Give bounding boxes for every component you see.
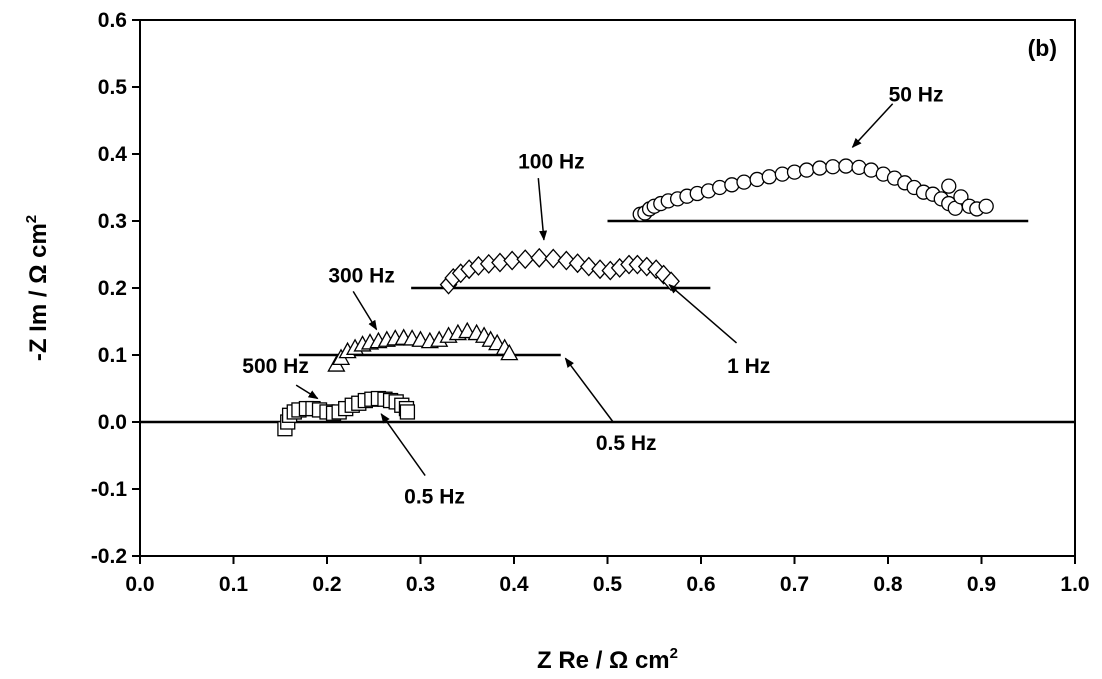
y-axis-label-superscript: 2: [23, 215, 40, 223]
x-tick-label: 0.9: [967, 573, 996, 596]
frequency-annotation: 500 Hz: [242, 355, 319, 400]
frequency-annotation: 0.5 Hz: [564, 357, 657, 455]
x-tick-label: 0.0: [125, 573, 154, 596]
frequency-annotation: 1 Hz: [668, 283, 770, 378]
y-axis-ticks: -0.2 -0.1 0.0 0.1 0.2 0.3 0.4 0.5 0.6: [91, 9, 140, 568]
circle-series: [632, 158, 994, 222]
diamond-marker: [530, 247, 549, 268]
x-axis-label-superscript: 2: [670, 645, 678, 662]
square-marker: [399, 404, 416, 420]
frequency-annotation: 300 Hz: [328, 265, 395, 331]
circle-marker: [838, 158, 854, 174]
diamond-series: [439, 247, 680, 295]
x-tick-label: 0.6: [686, 573, 715, 596]
circle-marker: [812, 160, 828, 176]
circle-marker: [953, 189, 969, 205]
x-axis-label-main: Z Re / Ω cm: [537, 647, 670, 674]
y-tick-label: 0.0: [98, 411, 127, 434]
y-axis-label-main: -Z Im / Ω cm: [25, 223, 52, 361]
x-tick-label: 0.5: [593, 573, 623, 596]
x-tick-label: 0.1: [219, 573, 249, 596]
diamond-marker: [516, 249, 535, 270]
circle-marker: [978, 198, 994, 214]
circle-marker: [941, 178, 957, 194]
triangle-series: [327, 321, 519, 372]
annotation-arrow: [295, 384, 319, 400]
annotation-label: 300 Hz: [328, 265, 395, 288]
y-tick-label: -0.2: [91, 545, 127, 568]
annotation-arrow: [352, 290, 378, 331]
annotation-label: 500 Hz: [242, 355, 309, 378]
baselines: [140, 219, 1075, 424]
annotation-label: 100 Hz: [518, 151, 585, 174]
annotations: 500 Hz 300 Hz 100 Hz 50 Hz 1 Hz 0.5 Hz 0.5 Hz: [242, 84, 943, 509]
x-tick-label: 0.2: [312, 573, 341, 596]
annotation-arrow: [537, 178, 548, 241]
annotation-label: 50 Hz: [889, 84, 944, 107]
frequency-annotation: 0.5 Hz: [380, 413, 465, 509]
annotation-arrow: [668, 283, 738, 344]
x-tick-label: 1.0: [1060, 573, 1089, 596]
annotation-arrow: [851, 103, 894, 149]
circle-marker: [736, 174, 752, 190]
x-tick-label: 0.7: [780, 573, 809, 596]
circle-marker: [825, 159, 841, 175]
circle-marker: [761, 169, 777, 185]
y-tick-label: 0.4: [98, 143, 128, 166]
x-tick-label: 0.4: [499, 573, 529, 596]
y-tick-label: 0.2: [98, 277, 127, 300]
data-series: [277, 158, 994, 437]
annotation-arrow: [380, 413, 426, 477]
annotation-label: 1 Hz: [727, 355, 770, 378]
x-tick-label: 0.3: [406, 573, 435, 596]
panel-label: (b): [1028, 35, 1057, 61]
y-tick-label: 0.1: [98, 344, 128, 367]
annotation-arrow: [564, 357, 614, 423]
frequency-annotation: 50 Hz: [851, 84, 944, 149]
frequency-annotation: 100 Hz: [518, 151, 585, 241]
annotation-label: 0.5 Hz: [596, 432, 657, 455]
y-tick-label: -0.1: [91, 478, 128, 501]
diamond-marker: [503, 250, 521, 271]
y-tick-label: 0.6: [98, 9, 127, 32]
x-axis-label: Z Re / Ω cm2: [537, 645, 678, 674]
circle-marker: [799, 162, 815, 178]
y-tick-label: 0.3: [98, 210, 127, 233]
y-axis-label: -Z Im / Ω cm2: [23, 215, 52, 361]
square-series: [277, 390, 416, 437]
annotation-label: 0.5 Hz: [404, 486, 465, 509]
y-tick-label: 0.5: [98, 76, 128, 99]
x-tick-label: 0.8: [873, 573, 903, 596]
triangle-marker: [500, 343, 519, 361]
diamond-marker: [544, 248, 563, 269]
x-axis-ticks: 0.0 0.1 0.2 0.3 0.4 0.5 0.6 0.7 0.8 0.9 1.0: [125, 556, 1090, 596]
